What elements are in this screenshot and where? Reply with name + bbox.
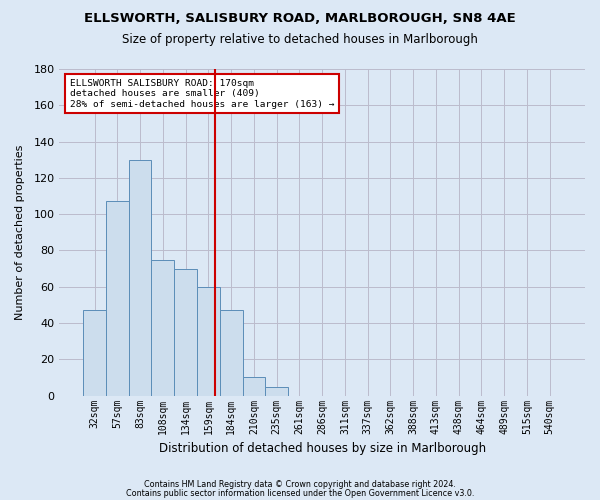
X-axis label: Distribution of detached houses by size in Marlborough: Distribution of detached houses by size … <box>158 442 486 455</box>
Bar <box>106 202 129 396</box>
Y-axis label: Number of detached properties: Number of detached properties <box>15 144 25 320</box>
Bar <box>242 378 265 396</box>
Bar <box>129 160 151 396</box>
Text: ELLSWORTH, SALISBURY ROAD, MARLBOROUGH, SN8 4AE: ELLSWORTH, SALISBURY ROAD, MARLBOROUGH, … <box>84 12 516 26</box>
Bar <box>83 310 106 396</box>
Text: Contains HM Land Registry data © Crown copyright and database right 2024.: Contains HM Land Registry data © Crown c… <box>144 480 456 489</box>
Bar <box>174 268 197 396</box>
Bar <box>197 287 220 396</box>
Text: ELLSWORTH SALISBURY ROAD: 170sqm
detached houses are smaller (409)
28% of semi-d: ELLSWORTH SALISBURY ROAD: 170sqm detache… <box>70 79 334 108</box>
Bar <box>265 386 288 396</box>
Bar <box>220 310 242 396</box>
Bar <box>151 260 174 396</box>
Text: Size of property relative to detached houses in Marlborough: Size of property relative to detached ho… <box>122 32 478 46</box>
Text: Contains public sector information licensed under the Open Government Licence v3: Contains public sector information licen… <box>126 489 474 498</box>
